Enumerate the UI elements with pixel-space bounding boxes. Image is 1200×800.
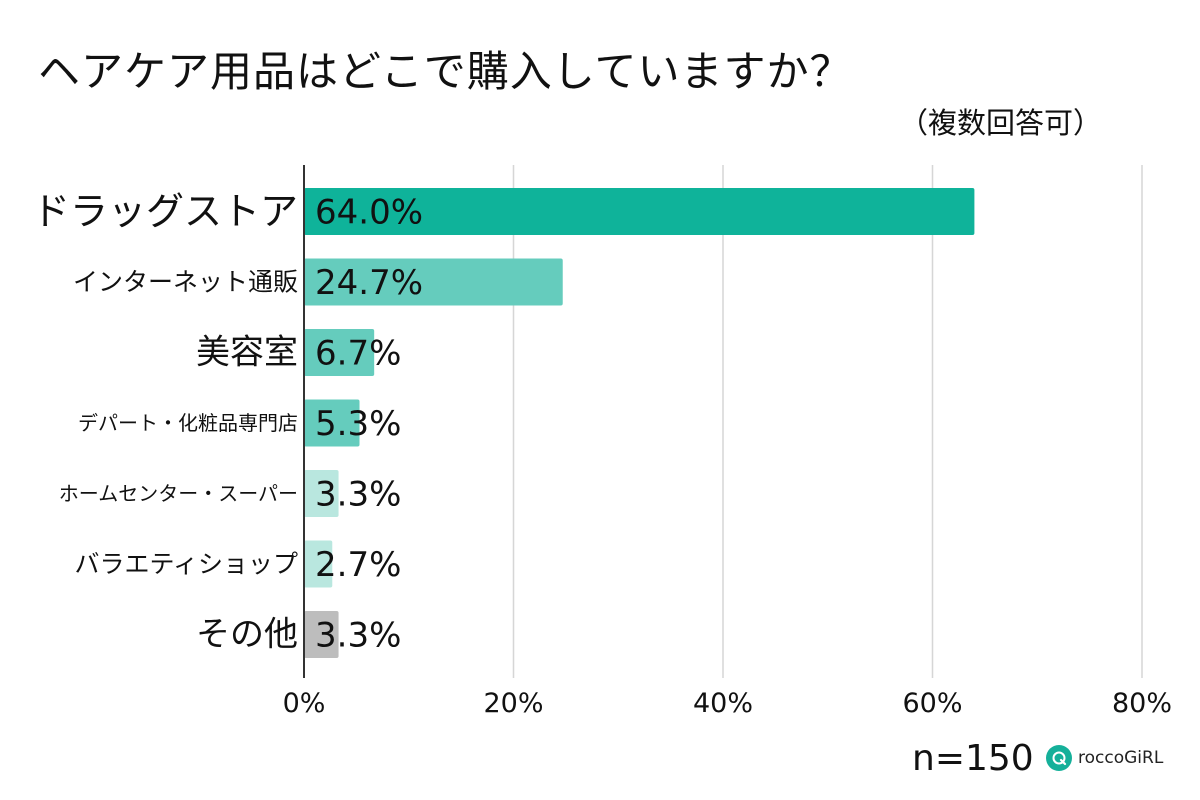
sample-size: n=150	[912, 738, 1034, 779]
chart-subtitle: （複数回答可）	[898, 106, 1102, 140]
value-label: 3.3%	[315, 616, 401, 656]
category-label: ドラッグストア	[32, 190, 298, 234]
value-label: 3.3%	[315, 475, 401, 515]
value-label: 5.3%	[315, 404, 401, 444]
x-tick-label: 20%	[483, 688, 543, 719]
value-label: 6.7%	[315, 334, 401, 374]
bar	[304, 188, 975, 235]
value-label: 24.7%	[315, 263, 423, 303]
brand-icon	[1046, 745, 1072, 771]
brand-logo: roccoGiRL	[1046, 745, 1163, 771]
x-tick-label: 40%	[693, 688, 753, 719]
chart-title: ヘアケア用品はどこで購入していますか？	[38, 47, 853, 96]
value-label: 64.0%	[315, 193, 423, 233]
category-label: 美容室	[196, 333, 298, 373]
bar	[304, 399, 360, 447]
bar	[304, 258, 563, 306]
x-tick-label: 80%	[1112, 688, 1172, 719]
bar	[304, 470, 339, 517]
category-label: その他	[196, 615, 298, 655]
value-label: 2.7%	[315, 545, 401, 585]
category-label: バラエティショップ	[74, 550, 298, 579]
bar	[304, 611, 339, 658]
category-label: ホームセンター・スーパー	[59, 482, 298, 506]
x-tick-label: 60%	[902, 688, 962, 719]
category-label: デパート・化粧品専門店	[78, 411, 298, 435]
bar	[304, 540, 333, 588]
brand-name: roccoGiRL	[1078, 748, 1164, 768]
category-label: インターネット通販	[73, 268, 298, 297]
x-tick-label: 0%	[283, 688, 326, 719]
bar	[304, 329, 375, 376]
